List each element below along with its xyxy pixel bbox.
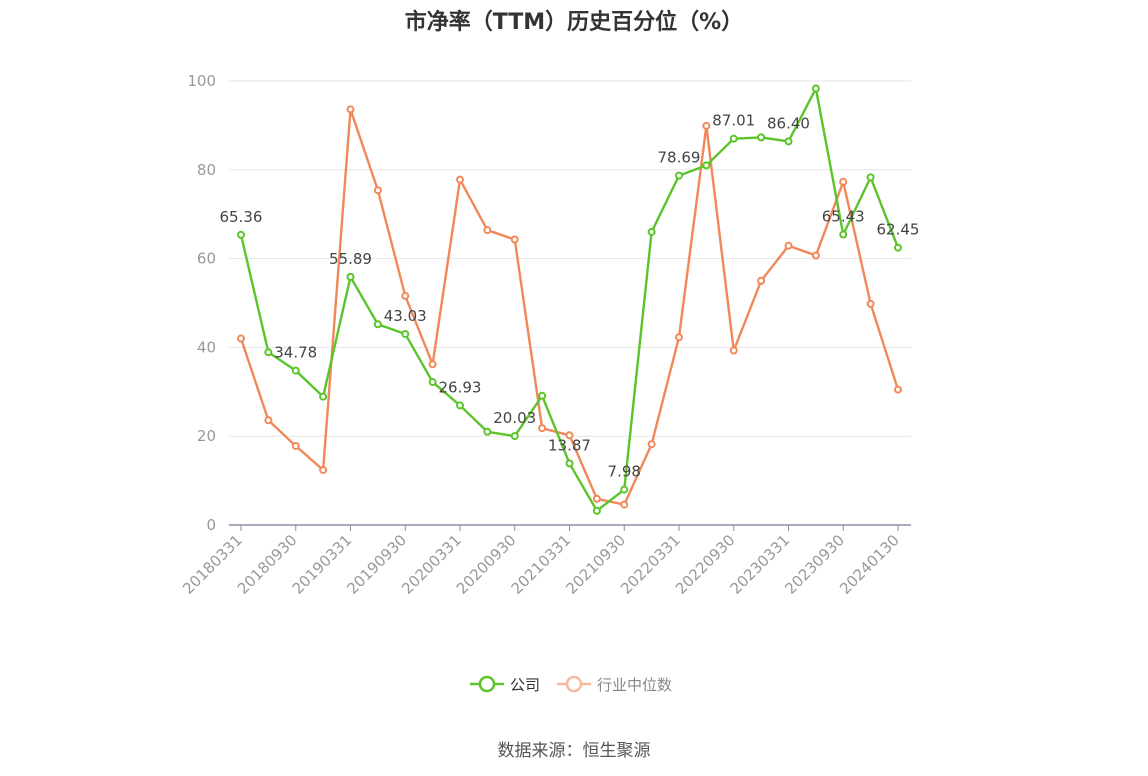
data-point [757, 276, 766, 285]
data-point [428, 360, 437, 369]
data-point [264, 348, 273, 357]
data-point [620, 485, 629, 494]
chart-title: 市净率（TTM）历史百分位（%） [404, 10, 744, 35]
data-point [565, 459, 574, 468]
series-lines [237, 84, 902, 515]
data-point [866, 299, 875, 308]
data-point [620, 500, 629, 509]
data-point [592, 506, 601, 515]
data-point [291, 441, 300, 450]
data-label: 26.93 [439, 378, 482, 396]
data-point [675, 171, 683, 180]
data-label: 87.01 [712, 112, 755, 130]
data-point [538, 391, 547, 400]
data-point [784, 137, 793, 146]
data-point [866, 173, 875, 182]
data-point [894, 385, 902, 394]
data-point [510, 432, 519, 441]
data-label: 13.87 [548, 436, 591, 454]
data-point [565, 431, 574, 440]
data-label: 43.03 [384, 307, 427, 325]
data-label: 78.69 [658, 149, 701, 167]
legend-swatch-marker [565, 675, 583, 693]
data-point [319, 392, 328, 401]
data-point [373, 186, 382, 195]
data-point [647, 227, 656, 236]
data-point [346, 105, 355, 114]
data-point [702, 161, 711, 170]
y-tick-label: 60 [197, 250, 216, 268]
data-point [592, 494, 601, 503]
data-point [510, 235, 519, 244]
data-label: 7.98 [608, 463, 641, 481]
data-labels: 65.36 34.78 55.89 43.03 26.93 20.03 13.87 7.98 7… [220, 112, 920, 481]
data-point [675, 333, 683, 342]
y-tick-label: 40 [197, 338, 216, 356]
source-note: 数据来源：恒生聚源 [497, 741, 651, 761]
legend-label-company: 公司 [510, 676, 540, 694]
y-tick-label: 0 [206, 516, 216, 534]
data-point [264, 416, 273, 425]
grid-lines [229, 80, 911, 437]
data-label: 65.43 [822, 207, 865, 225]
legend-swatch-marker [478, 675, 496, 693]
data-point [373, 320, 382, 329]
data-point [456, 175, 464, 184]
data-point [237, 334, 245, 343]
data-point [456, 401, 464, 410]
data-point [811, 251, 820, 260]
data-point [319, 465, 328, 474]
x-tick-label: 20240130 [836, 531, 903, 598]
data-point [401, 329, 410, 338]
data-point [729, 134, 738, 143]
axes: 0204060801002018033120180930201903312019… [179, 72, 911, 598]
data-label: 86.40 [767, 114, 810, 132]
data-label: 55.89 [329, 250, 372, 268]
data-label: 34.78 [274, 344, 317, 362]
data-point [483, 427, 492, 436]
y-tick-label: 100 [187, 72, 216, 90]
data-point [702, 121, 711, 130]
data-point [839, 230, 848, 239]
data-point [401, 291, 410, 300]
data-point [839, 177, 848, 186]
data-point [729, 346, 738, 355]
legend-label-industry: 行业中位数 [597, 676, 672, 694]
y-tick-label: 80 [197, 161, 216, 179]
data-label: 20.03 [493, 409, 536, 427]
data-point [811, 84, 820, 93]
data-point [483, 226, 492, 235]
y-tick-label: 20 [197, 427, 216, 445]
data-point [757, 133, 766, 142]
data-label: 65.36 [220, 208, 263, 226]
data-point [784, 241, 793, 250]
data-point [428, 378, 437, 387]
data-point [346, 272, 355, 281]
data-point [538, 424, 547, 433]
legend: 公司 行业中位数 [470, 675, 672, 694]
data-point [894, 243, 902, 252]
data-point [291, 366, 300, 375]
data-label: 62.45 [877, 221, 920, 239]
data-point [647, 440, 656, 449]
data-point [237, 230, 245, 239]
